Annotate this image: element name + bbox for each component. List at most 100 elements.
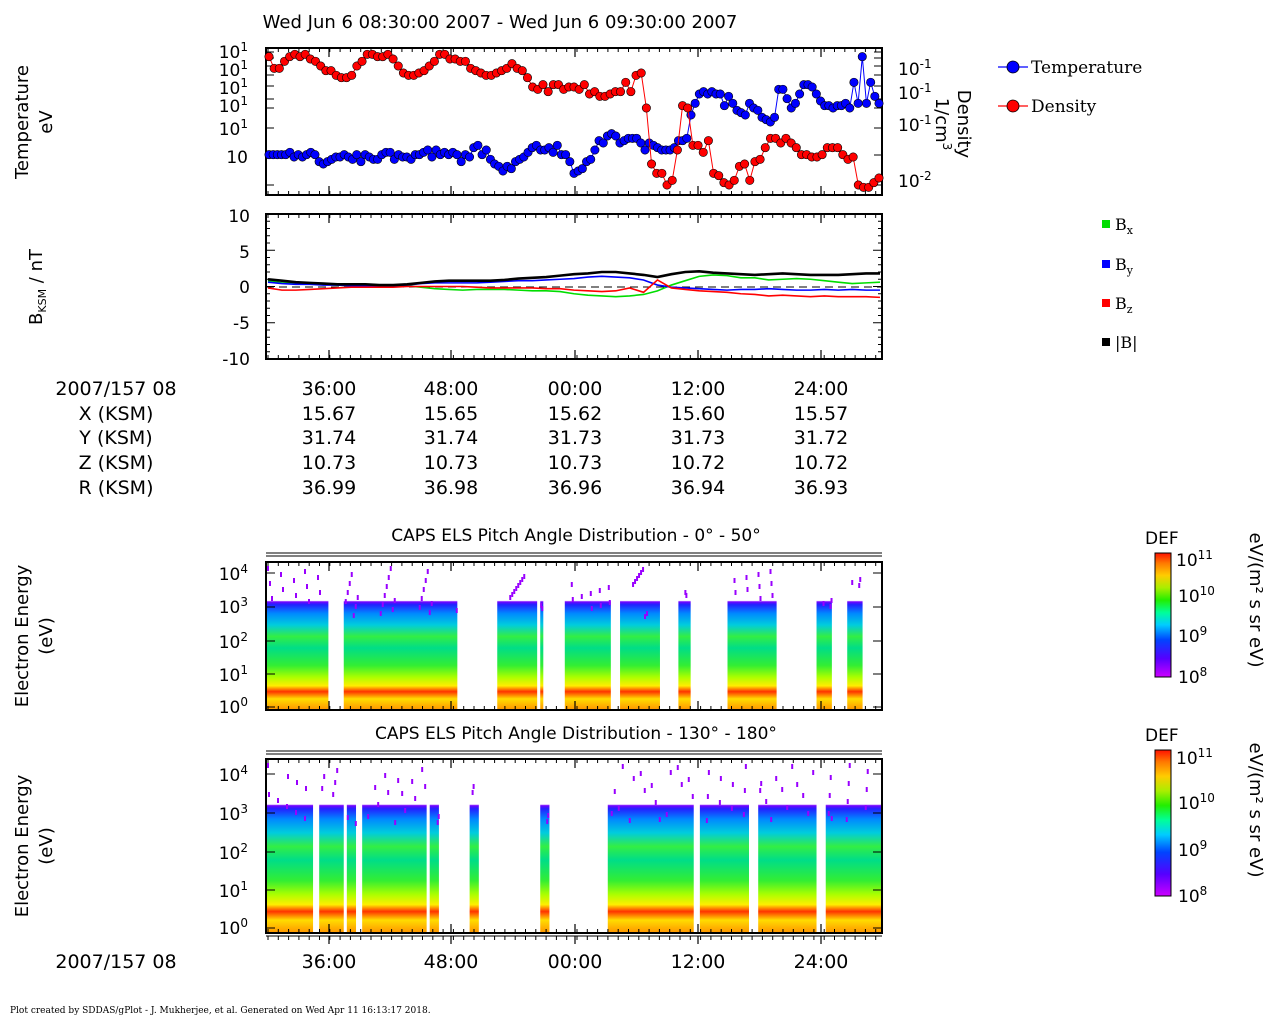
temperature-point — [481, 145, 491, 155]
spectrogram-speckle — [827, 811, 830, 816]
spectrogram-speckle — [319, 590, 321, 595]
density-point — [429, 56, 439, 66]
spectrogram-speckle — [393, 598, 396, 603]
temperature-point — [356, 157, 366, 167]
temperature-tick-labels: 101 101 101 101 101 10 — [219, 40, 248, 168]
temperature-legend-marker — [1006, 60, 1020, 74]
ephemeris-cell: 10.73 — [424, 452, 478, 474]
spectrogram-speckle — [308, 599, 310, 604]
bfield-series-line — [267, 278, 881, 299]
bottom-axis-ticks — [267, 936, 877, 944]
bottom-axis-tick-label: 24:00 — [794, 951, 849, 973]
spectrogram-speckle — [684, 590, 687, 595]
ephemeris-table: 2007/157 08 36:00 48:00 00:00 12:00 24:0… — [55, 378, 848, 499]
spectrogram-speckle — [426, 569, 429, 574]
els-130-180-tick-labels: 104 103 102 101 100 — [219, 763, 248, 939]
els-130-180-ylabel-line1: Electron Energy — [12, 774, 33, 917]
bfield-tick-label: 0 — [239, 278, 250, 298]
spectrogram-block — [607, 761, 694, 932]
spectrogram-block — [699, 761, 749, 932]
spectrogram-speckle — [377, 802, 380, 807]
spectrogram-speckle — [786, 805, 789, 810]
spectrogram-speckle — [730, 806, 733, 811]
temperature-point — [811, 89, 821, 99]
density-point — [517, 66, 527, 76]
bottom-time-axis: 2007/157 08 36:00 48:00 00:00 12:00 24:0… — [55, 935, 882, 973]
temperature-point — [861, 98, 871, 108]
temperature-point — [770, 112, 780, 122]
temperature-point — [611, 131, 621, 141]
bfield-axis-label-text: BKSM / nT — [26, 248, 49, 325]
colorbar-unit-text: eV/(m² s sr eV) — [1245, 533, 1266, 668]
temperature-tick-label: 101 — [219, 94, 248, 117]
figure-title: Wed Jun 6 08:30:00 2007 - Wed Jun 6 09:3… — [263, 12, 738, 33]
spectrogram-speckle — [384, 773, 387, 778]
spectrogram-speckle — [665, 812, 668, 817]
spectrogram-speckle — [509, 595, 512, 600]
spectrogram-speckle — [411, 779, 414, 784]
colorbar-label: 108 — [1178, 665, 1207, 688]
bfield-tick-label: -10 — [222, 350, 250, 370]
els-130-180-ylabel-line2: (eV) — [36, 827, 57, 864]
spectrogram-speckle — [731, 782, 734, 787]
density-point — [698, 147, 708, 157]
spectrogram-speckle — [414, 796, 417, 801]
spectrogram-speckle — [771, 593, 774, 598]
spectrogram-speckle — [613, 789, 616, 794]
moments-series — [264, 49, 884, 192]
density-point — [683, 103, 693, 113]
density-axis-label-line2: 1/cm3 — [931, 98, 954, 151]
density-point — [538, 80, 548, 90]
spectrogram-speckle — [391, 607, 394, 612]
temperature-point — [427, 152, 437, 162]
spectrogram-speckle — [517, 583, 520, 588]
ephemeris-cell: 15.60 — [671, 403, 725, 425]
colorbar-label: 108 — [1178, 884, 1207, 907]
spectrogram-speckle — [642, 567, 645, 572]
spectrogram-speckle — [472, 784, 475, 789]
density-point — [274, 63, 284, 73]
temperature-tick-label: 101 — [219, 117, 248, 140]
bfield-series — [267, 269, 881, 299]
spectrogram-speckle — [420, 596, 423, 601]
temperature-point — [577, 164, 587, 174]
spectrogram-block — [678, 564, 691, 709]
spectrogram-speckle — [269, 581, 271, 586]
bx-legend-label: Bx — [1115, 215, 1134, 237]
spectrogram-speckle — [381, 602, 384, 607]
spectrogram-speckle — [356, 595, 359, 600]
spectrogram-speckle — [859, 577, 862, 582]
density-axis-label: Density — [953, 90, 974, 159]
spectrogram-speckle — [822, 601, 825, 606]
spectrogram-speckle — [765, 799, 768, 804]
spectrogram-speckle — [706, 794, 709, 799]
els-0-50-spectrogram — [267, 564, 863, 709]
spectrogram-speckle — [317, 575, 319, 580]
spectrogram-speckle — [280, 572, 282, 577]
temperature-point — [724, 91, 734, 101]
spectrogram-speckle — [282, 587, 284, 592]
spectrogram-speckle — [687, 777, 690, 782]
spectrogram-speckle — [864, 805, 867, 810]
spectrogram-speckle — [846, 799, 849, 804]
spectrogram-speckle — [344, 599, 347, 604]
spectrogram-speckle — [646, 611, 649, 616]
colorbar-label: 109 — [1178, 624, 1207, 647]
colorbar-label: 1011 — [1176, 746, 1213, 769]
spectrogram-speckle — [848, 763, 851, 768]
spectrogram-speckle — [421, 767, 424, 772]
ephemeris-cell: 36.99 — [302, 477, 356, 499]
density-point — [647, 159, 657, 169]
spectrogram-speckle — [540, 603, 543, 608]
spectrogram-speckle — [705, 818, 708, 823]
spectrogram-block — [319, 761, 344, 932]
density-tick-label: 10-1 — [898, 81, 932, 104]
density-point — [388, 54, 398, 64]
temperature-point — [807, 82, 817, 92]
spectrogram-speckle — [387, 575, 390, 580]
temperature-point — [795, 89, 805, 99]
spectrogram-speckle — [547, 813, 550, 818]
colorbar-label: 109 — [1178, 838, 1207, 861]
spectrogram-speckle — [607, 585, 610, 590]
density-point — [460, 56, 470, 66]
